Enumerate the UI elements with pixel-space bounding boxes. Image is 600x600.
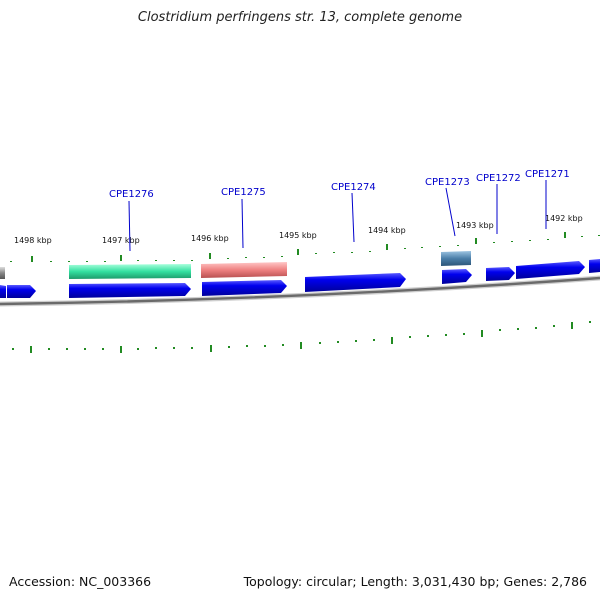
scale-label: 1498 kbp: [14, 236, 52, 245]
gene-label-cpe1276[interactable]: CPE1276: [109, 189, 154, 200]
label-leader: [445, 187, 456, 237]
gene-label-cpe1275[interactable]: CPE1275: [221, 187, 266, 198]
gene-feature-green[interactable]: [69, 264, 191, 279]
genome-stats-text: Topology: circular; Length: 3,031,430 bp…: [243, 574, 587, 589]
cds-arrow[interactable]: [589, 259, 600, 273]
lower-tick-track: [12, 321, 591, 353]
scale-label: 1492 kbp: [545, 214, 583, 223]
cds-arrow[interactable]: [0, 285, 6, 298]
cds-arrow[interactable]: [7, 285, 36, 298]
cds-arrow-cpe1274[interactable]: [305, 273, 406, 292]
scale-labels: 1498 kbp 1497 kbp 1496 kbp 1495 kbp 1494…: [14, 214, 583, 245]
cds-arrow-cpe1276[interactable]: [69, 283, 191, 298]
scale-label: 1495 kbp: [279, 231, 317, 240]
gene-feature-grey[interactable]: [0, 267, 5, 279]
backbone-arc-core: [0, 276, 600, 306]
cds-arrow-cpe1273[interactable]: [442, 269, 472, 284]
cds-arrow-cpe1275[interactable]: [202, 280, 287, 296]
gene-label-cpe1273[interactable]: CPE1273: [425, 177, 470, 188]
gene-label-cpe1271[interactable]: CPE1271: [525, 169, 570, 180]
cds-arrow-cpe1271[interactable]: [516, 261, 585, 279]
gene-feature-steel[interactable]: [441, 251, 471, 266]
gene-feature-red[interactable]: [201, 262, 287, 278]
scale-label: 1493 kbp: [456, 221, 494, 230]
upper-tick-track: [10, 232, 600, 262]
label-leader: [241, 198, 244, 249]
label-leader: [351, 192, 355, 243]
cds-track: [0, 259, 600, 298]
scale-label: 1494 kbp: [368, 226, 406, 235]
gene-label-cpe1274[interactable]: CPE1274: [331, 182, 376, 193]
accession-text: Accession: NC_003366: [9, 574, 152, 589]
gene-track: [0, 251, 471, 279]
gene-label-cpe1272[interactable]: CPE1272: [476, 173, 521, 184]
scale-label: 1497 kbp: [102, 236, 140, 245]
label-leader: [128, 200, 131, 252]
scale-label: 1496 kbp: [191, 234, 229, 243]
gene-labels: CPE1276 CPE1275 CPE1274 CPE1273 CPE1272 …: [109, 169, 570, 252]
cds-arrow-cpe1272[interactable]: [486, 267, 515, 281]
genome-title: Clostridium perfringens str. 13, complet…: [137, 10, 463, 25]
